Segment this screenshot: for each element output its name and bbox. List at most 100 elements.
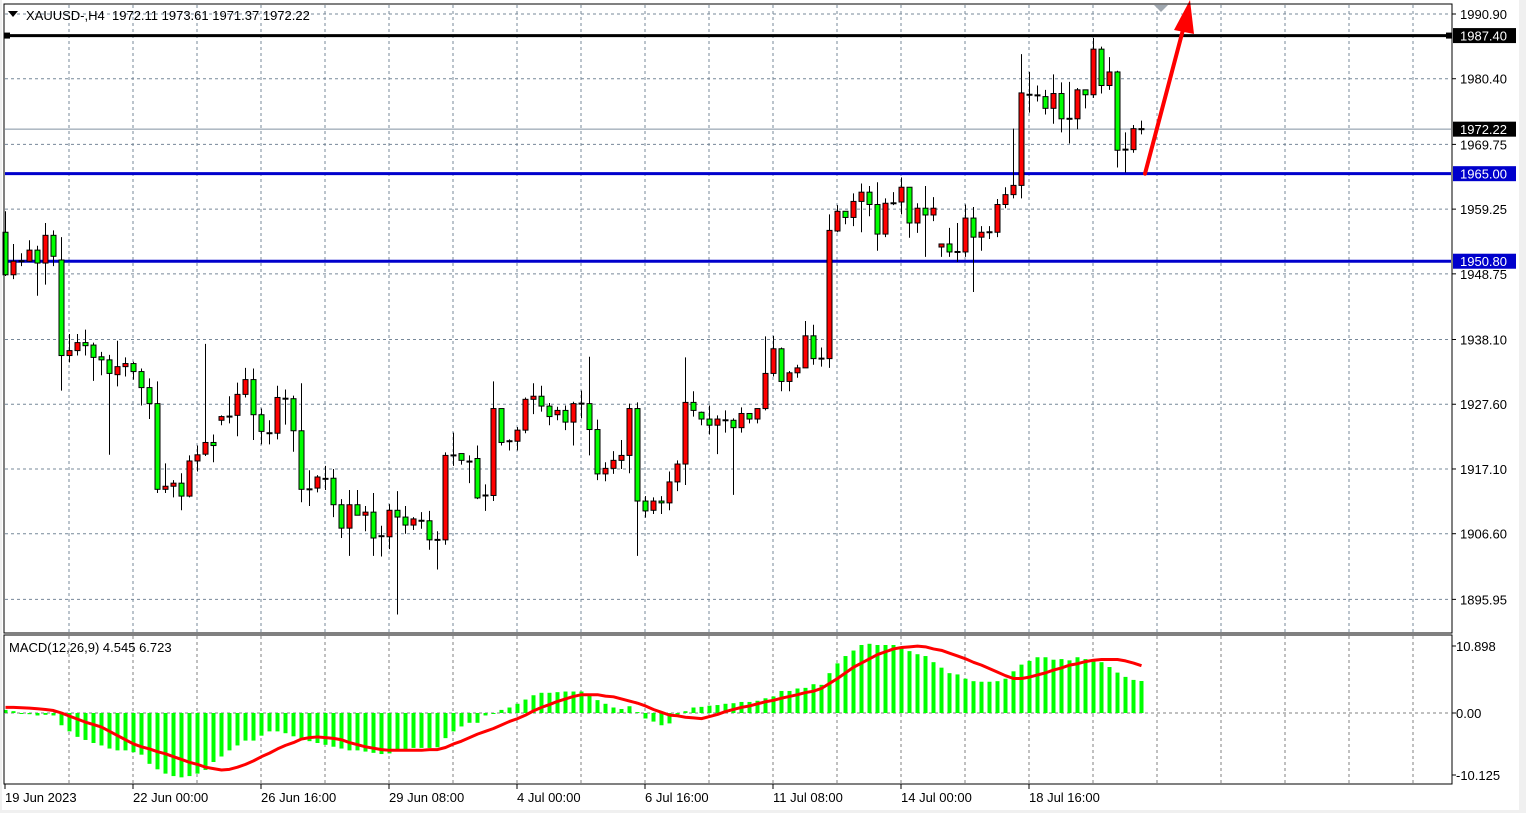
candle-bullish — [786, 372, 793, 382]
candle-bullish — [1130, 128, 1137, 151]
macd-histogram-bar — [891, 644, 896, 713]
y-tick-label: 1917.10 — [1460, 462, 1507, 477]
macd-histogram-bar — [403, 713, 408, 750]
candle-bearish — [1058, 93, 1065, 120]
macd-histogram-bar — [675, 713, 680, 716]
level-price-tag-bg — [1453, 253, 1516, 269]
macd-histogram-bar — [171, 713, 176, 777]
macd-histogram-bar — [1027, 660, 1032, 713]
candle-bearish — [258, 414, 265, 432]
candle-bearish — [338, 504, 345, 529]
candle-bullish — [762, 372, 769, 410]
candle-bullish — [410, 518, 417, 526]
level-price-tag-bg — [1453, 28, 1516, 44]
macd-histogram-bar — [571, 691, 576, 713]
macd-histogram-bar — [923, 656, 928, 713]
candle-bullish — [898, 186, 905, 203]
macd-histogram-bar — [1019, 664, 1024, 713]
macd-histogram-bar — [691, 707, 696, 713]
level-price-tag: 1965.00 — [1460, 167, 1507, 182]
x-tick-label: 22 Jun 00:00 — [133, 790, 208, 805]
candle-bearish — [970, 217, 977, 238]
candle-bullish — [850, 200, 857, 218]
candle-bearish — [178, 482, 185, 497]
candle-bearish — [1082, 89, 1089, 96]
candle-bearish — [946, 243, 953, 253]
candle-bullish — [522, 398, 529, 431]
candle-bullish — [610, 459, 617, 469]
macd-histogram-bar — [419, 713, 424, 748]
macd-histogram-bar — [811, 684, 816, 713]
macd-histogram-bar — [787, 690, 792, 713]
macd-histogram-bar — [19, 713, 24, 714]
candle-bearish — [34, 249, 41, 264]
macd-histogram-bar — [187, 713, 192, 777]
candle-bullish — [26, 249, 33, 262]
macd-histogram-bar — [931, 662, 936, 713]
candle-bullish — [314, 476, 321, 489]
candle-bearish — [634, 408, 641, 502]
macd-histogram-bar — [491, 713, 496, 714]
macd-histogram-bar — [11, 711, 16, 713]
candle-bearish — [82, 342, 89, 347]
macd-histogram-bar — [131, 713, 136, 753]
macd-histogram-bar — [627, 706, 632, 713]
candle-bearish — [154, 403, 161, 490]
macd-histogram-bar — [707, 705, 712, 713]
macd-histogram-bar — [195, 713, 200, 774]
macd-histogram-bar — [763, 698, 768, 713]
candle-bullish — [570, 403, 577, 423]
candle-bullish — [666, 481, 673, 504]
candle-bearish — [426, 520, 433, 541]
macd-histogram-bar — [307, 713, 312, 742]
macd-histogram-bar — [907, 651, 912, 713]
candle-bullish — [66, 350, 73, 357]
candle-bullish — [530, 395, 537, 400]
chart-shift-marker-icon — [1154, 5, 1168, 12]
macd-histogram-bar — [667, 713, 672, 724]
candle-bullish — [682, 401, 689, 465]
macd-histogram-bar — [587, 695, 592, 713]
macd-histogram-bar — [475, 713, 480, 723]
macd-histogram-bar — [155, 713, 160, 770]
candle-bearish — [210, 441, 217, 447]
y-tick-label: 1969.75 — [1460, 137, 1507, 152]
triangle-down-icon[interactable] — [8, 11, 18, 17]
macd-histogram-bar — [1003, 678, 1008, 713]
candle-bullish — [42, 234, 49, 264]
macd-histogram-bar — [835, 663, 840, 713]
candle-bullish — [242, 379, 249, 395]
macd-histogram-bar — [843, 656, 848, 713]
macd-histogram-bar — [227, 713, 232, 751]
macd-histogram-bar — [859, 644, 864, 713]
candle-bearish — [138, 371, 145, 389]
macd-histogram-bar — [1051, 659, 1056, 713]
macd-histogram-bar — [987, 681, 992, 713]
macd-histogram-bar — [899, 646, 904, 713]
horizontal-levels — [4, 32, 1452, 263]
candle-bearish — [658, 500, 665, 504]
macd-histogram-bar — [851, 650, 856, 713]
macd-histogram-bar — [91, 713, 96, 743]
macd-histogram-bar — [819, 684, 824, 713]
macd-histogram-bar — [315, 713, 320, 743]
macd-histogram-bar — [1123, 676, 1128, 713]
macd-histogram-bar — [595, 700, 600, 713]
macd-histogram-bar — [75, 713, 80, 737]
macd-histogram-bar — [683, 711, 688, 713]
macd-y-tick-label: -10.125 — [1456, 768, 1500, 783]
candle-bearish — [1042, 96, 1049, 109]
candle-bullish — [186, 460, 193, 497]
ohlc-values: 1972.11 1973.61 1971.37 1972.22 — [112, 8, 310, 23]
macd-histogram-bar — [867, 643, 872, 713]
macd-histogram-bar — [1059, 659, 1064, 713]
candle-bearish — [458, 453, 465, 461]
macd-histogram-bar — [779, 690, 784, 713]
macd-histogram-bar — [323, 713, 328, 745]
macd-histogram-bar — [435, 713, 440, 748]
macd-histogram-bar — [507, 707, 512, 713]
candle-bearish — [810, 335, 817, 360]
macd-histogram-bar — [603, 703, 608, 713]
macd-histogram-bar — [451, 713, 456, 732]
